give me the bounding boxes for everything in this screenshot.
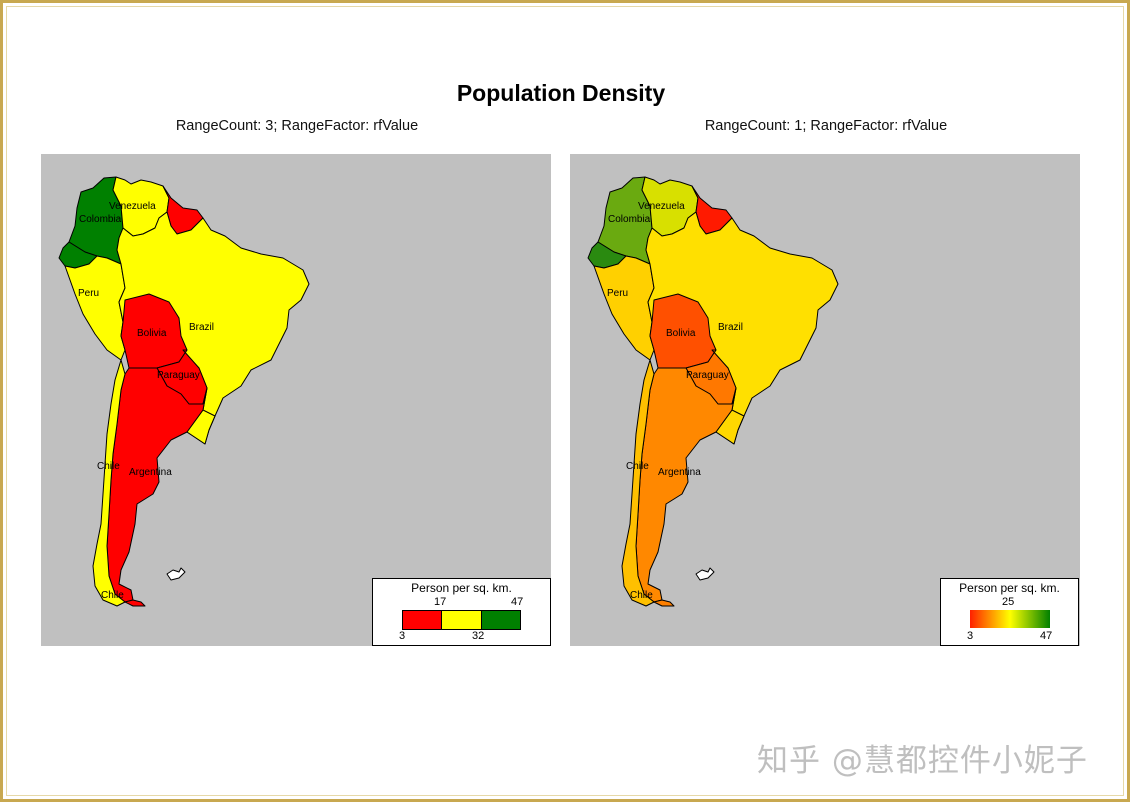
watermark-text: 知乎 @慧都控件小妮子 [757, 743, 1088, 779]
legend-color-gradient [970, 610, 1050, 628]
label-chile-south: Chile [630, 590, 653, 601]
label-peru: Peru [78, 288, 99, 299]
legend-tick-top: 17 [434, 596, 447, 608]
legend-title: Person per sq. km. [411, 581, 512, 595]
label-paraguay: Paraguay [157, 370, 200, 381]
label-argentina: Argentina [658, 467, 701, 478]
label-peru: Peru [607, 288, 628, 299]
map-svg-right: Colombia Venezuela Peru Brazil Bolivia P… [587, 176, 839, 607]
left-map-subtitle: RangeCount: 3; RangeFactor: rfValue [175, 118, 419, 134]
country-chile[interactable] [92, 359, 126, 607]
legend-title: Person per sq. km. [959, 581, 1060, 595]
chart-title: Population Density [456, 80, 666, 106]
legend-color-steps [402, 610, 521, 630]
label-chile-south: Chile [101, 590, 124, 601]
legend-step-high [481, 611, 520, 629]
country-tierra-del-fuego[interactable] [653, 599, 675, 607]
label-brazil: Brazil [189, 322, 214, 333]
map-svg-left: Colombia Venezuela Peru Brazil Bolivia P… [58, 176, 310, 607]
legend-step-low [403, 611, 443, 629]
legend-tick-bottom: 47 [1040, 630, 1053, 642]
map-panel-right[interactable]: Colombia Venezuela Peru Brazil Bolivia P… [570, 154, 1080, 646]
label-venezuela: Venezuela [109, 201, 156, 212]
label-colombia: Colombia [608, 214, 651, 225]
label-colombia: Colombia [79, 214, 122, 225]
country-tierra-del-fuego[interactable] [124, 599, 146, 607]
label-brazil: Brazil [718, 322, 743, 333]
legend-right: Person per sq. km. 25 3 47 [940, 578, 1079, 646]
legend-tick-top: 47 [511, 596, 524, 608]
legend-tick-bottom: 32 [472, 630, 485, 642]
right-map-subtitle: RangeCount: 1; RangeFactor: rfValue [704, 118, 948, 134]
label-paraguay: Paraguay [686, 370, 729, 381]
falkland-islands[interactable] [166, 567, 186, 581]
falkland-islands[interactable] [695, 567, 715, 581]
country-chile[interactable] [621, 359, 655, 607]
label-bolivia: Bolivia [137, 328, 167, 339]
label-chile-north: Chile [626, 461, 649, 472]
label-bolivia: Bolivia [666, 328, 696, 339]
label-argentina: Argentina [129, 467, 172, 478]
legend-tick-bottom: 3 [399, 630, 406, 642]
legend-left: Person per sq. km. 17 47 3 32 [372, 578, 551, 646]
country-peru[interactable] [64, 255, 126, 361]
label-venezuela: Venezuela [638, 201, 685, 212]
label-chile-north: Chile [97, 461, 120, 472]
legend-tick-bottom: 3 [967, 630, 974, 642]
legend-step-mid [442, 611, 482, 629]
map-panel-left[interactable]: Colombia Venezuela Peru Brazil Bolivia P… [41, 154, 551, 646]
legend-tick-top: 25 [1002, 596, 1015, 608]
country-peru[interactable] [593, 255, 655, 361]
